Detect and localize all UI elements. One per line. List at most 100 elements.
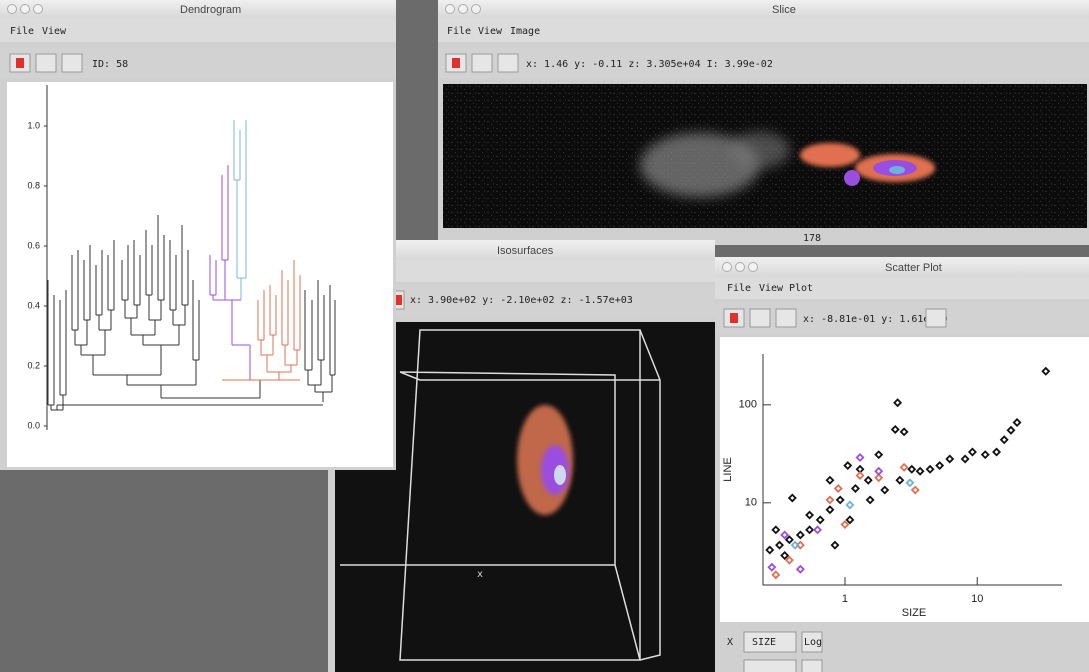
- scatter-point: [980, 450, 990, 460]
- scatter-point: [780, 530, 790, 540]
- toolbar: [0, 48, 396, 78]
- x-tick-label: 10: [971, 593, 983, 605]
- isosurface: [554, 465, 566, 485]
- scatter-point: [945, 454, 955, 464]
- menu-bar: [328, 260, 715, 282]
- scatter-window: Scatter Plot File View Plot x: -8.81e-01…: [715, 257, 1089, 672]
- emission-blob: [730, 132, 790, 168]
- dendrogram-branches: [47, 215, 336, 411]
- window-button[interactable]: [458, 4, 468, 14]
- scatter-point: [890, 425, 900, 434]
- scatter-point: [1006, 425, 1016, 435]
- title-bar: [438, 0, 1089, 18]
- dendrogram-cluster: [222, 260, 301, 381]
- emission-blob: [800, 143, 860, 167]
- scatter-point: [865, 495, 875, 505]
- tool-button[interactable]: [775, 308, 797, 328]
- title-bar: [0, 0, 396, 18]
- scatter-point: [765, 545, 775, 555]
- scatter-point: [850, 484, 860, 493]
- scatter-point: [845, 515, 855, 525]
- scatter-point: [767, 562, 777, 572]
- window-button[interactable]: [722, 262, 732, 272]
- scatter-point: [830, 540, 840, 550]
- dropdown-value[interactable]: SIZE: [752, 637, 776, 648]
- y-axis-label: LINE: [722, 457, 734, 481]
- window-button[interactable]: [7, 4, 17, 14]
- scatter-point: [874, 466, 884, 476]
- x-tick-label: 1: [842, 593, 848, 605]
- scatter-point: [843, 461, 853, 471]
- y-tick-label: 0.6: [27, 240, 40, 250]
- status-text: x: 3.90e+02 y: -2.10e+02 z: -1.57e+03: [410, 295, 633, 306]
- scatter-point: [835, 495, 845, 505]
- icon: [730, 313, 738, 323]
- scatter-point: [825, 475, 835, 485]
- tool-button[interactable]: [749, 308, 771, 328]
- dendrogram-window: Dendrogram File View ID: 58 0.0 0.2 0.4 0.6…: [0, 0, 396, 470]
- window-button[interactable]: [445, 4, 455, 14]
- status-text: x: 1.46 y: -0.11 z: 3.305e+04 I: 3.99e-0…: [526, 59, 773, 70]
- window-button[interactable]: [20, 4, 30, 14]
- y-tick-label: 0.2: [27, 360, 40, 370]
- title-bar: [328, 240, 715, 260]
- menu-item[interactable]: View: [478, 26, 503, 37]
- scatter-point: [863, 475, 873, 485]
- dropdown[interactable]: [743, 631, 797, 653]
- lasso-button[interactable]: [925, 308, 947, 328]
- slider-value: 178: [803, 233, 821, 244]
- window-button[interactable]: [748, 262, 758, 272]
- scatter-point: [855, 453, 865, 462]
- window-button[interactable]: [471, 4, 481, 14]
- scatter-point: [855, 471, 865, 480]
- menu-item[interactable]: View: [42, 26, 67, 37]
- scatter-point: [880, 485, 890, 495]
- title-bar: [715, 257, 1089, 277]
- plot-area: [720, 337, 1089, 622]
- window-button[interactable]: [735, 262, 745, 272]
- scatter-point: [790, 540, 800, 550]
- tool-button[interactable]: [35, 53, 57, 73]
- scatter-point: [795, 564, 805, 574]
- button-label[interactable]: Log: [804, 637, 822, 648]
- menu-item[interactable]: Plot: [789, 283, 813, 294]
- scatter-point: [910, 485, 920, 495]
- scatter-point: [893, 398, 903, 408]
- window-title: Dendrogram: [180, 4, 241, 16]
- log-button[interactable]: [801, 659, 823, 672]
- icon: [452, 58, 460, 68]
- tool-button[interactable]: [471, 53, 493, 73]
- slice-window: Slice File View Image x: 1.46 y: -0.11 z…: [438, 0, 1089, 245]
- y-tick-label: 100: [739, 399, 757, 411]
- status-text: ID: 58: [92, 59, 128, 70]
- menu-item[interactable]: File: [10, 26, 34, 37]
- scatter-point: [805, 510, 815, 520]
- scatter-point: [784, 535, 794, 545]
- menu-item[interactable]: View: [759, 283, 784, 294]
- emission-blob: [844, 170, 860, 186]
- status-text: x: -8.81e-01 y: 1.61e+00: [803, 314, 948, 325]
- menu-item[interactable]: File: [727, 283, 751, 294]
- scatter-point: [874, 450, 884, 460]
- plot-area: [7, 82, 393, 467]
- scatter-point: [825, 505, 835, 515]
- menu-item[interactable]: File: [447, 26, 471, 37]
- tool-button[interactable]: [497, 53, 519, 73]
- icon: [396, 295, 402, 305]
- dropdown[interactable]: [743, 659, 797, 672]
- menu-bar: [0, 18, 396, 42]
- scatter-point: [907, 464, 917, 474]
- scatter-point: [1041, 366, 1051, 376]
- tool-button[interactable]: [61, 53, 83, 73]
- scatter-point: [992, 447, 1002, 457]
- scatter-point: [845, 500, 855, 510]
- dendrogram-cluster: [209, 165, 251, 380]
- axes: [762, 354, 1062, 586]
- menu-item[interactable]: Image: [510, 26, 540, 37]
- log-button[interactable]: [801, 631, 823, 653]
- scatter-point: [1012, 418, 1022, 427]
- bounding-box: [340, 329, 661, 661]
- window-button[interactable]: [33, 4, 43, 14]
- scatter-point: [787, 493, 797, 503]
